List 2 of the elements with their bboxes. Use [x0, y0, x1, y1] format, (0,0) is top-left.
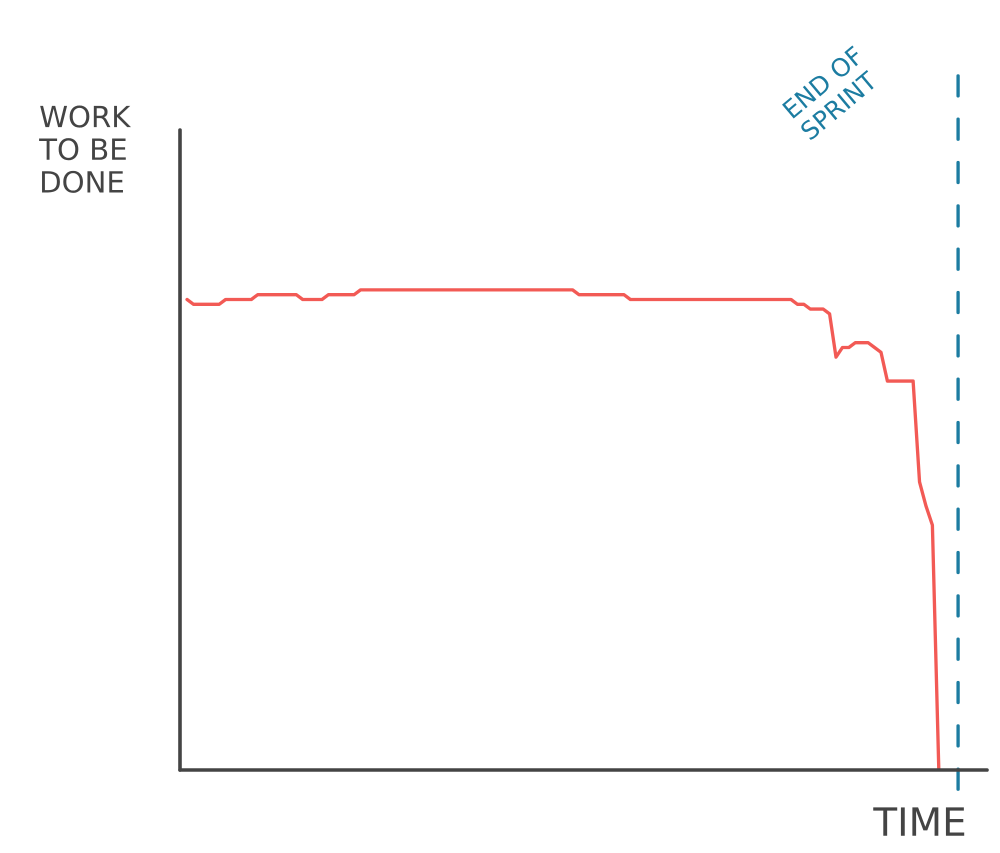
y-axis-title: WORK TO BE DONE [39, 106, 131, 193]
x-axis-title: TIME [873, 807, 964, 836]
